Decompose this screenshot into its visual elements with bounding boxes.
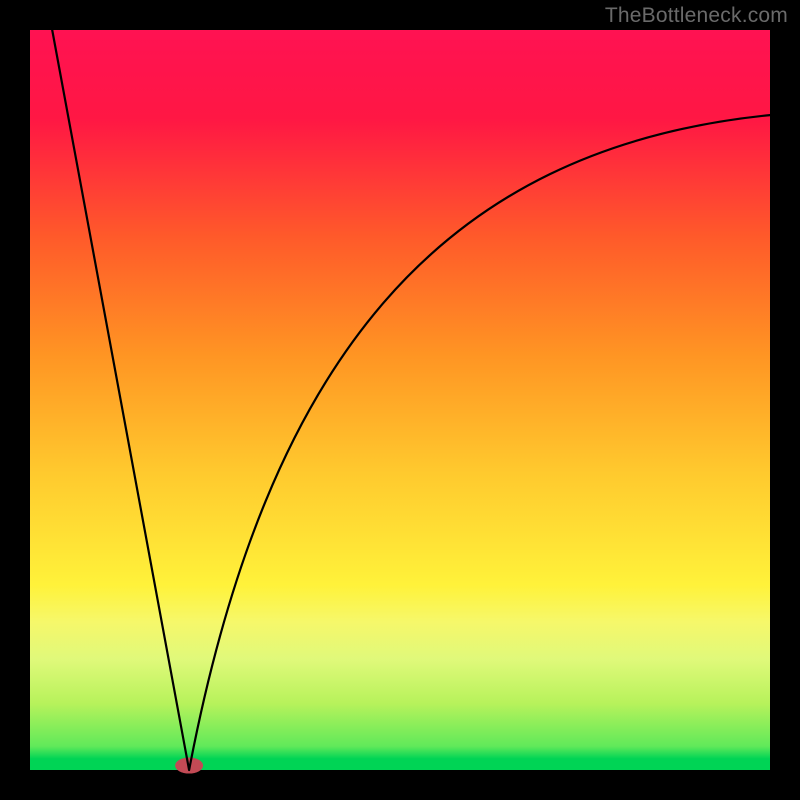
gradient-background <box>30 30 770 770</box>
chart-stage: TheBottleneck.com <box>0 0 800 800</box>
watermark-text: TheBottleneck.com <box>605 4 788 28</box>
bottleneck-chart-svg <box>0 0 800 800</box>
